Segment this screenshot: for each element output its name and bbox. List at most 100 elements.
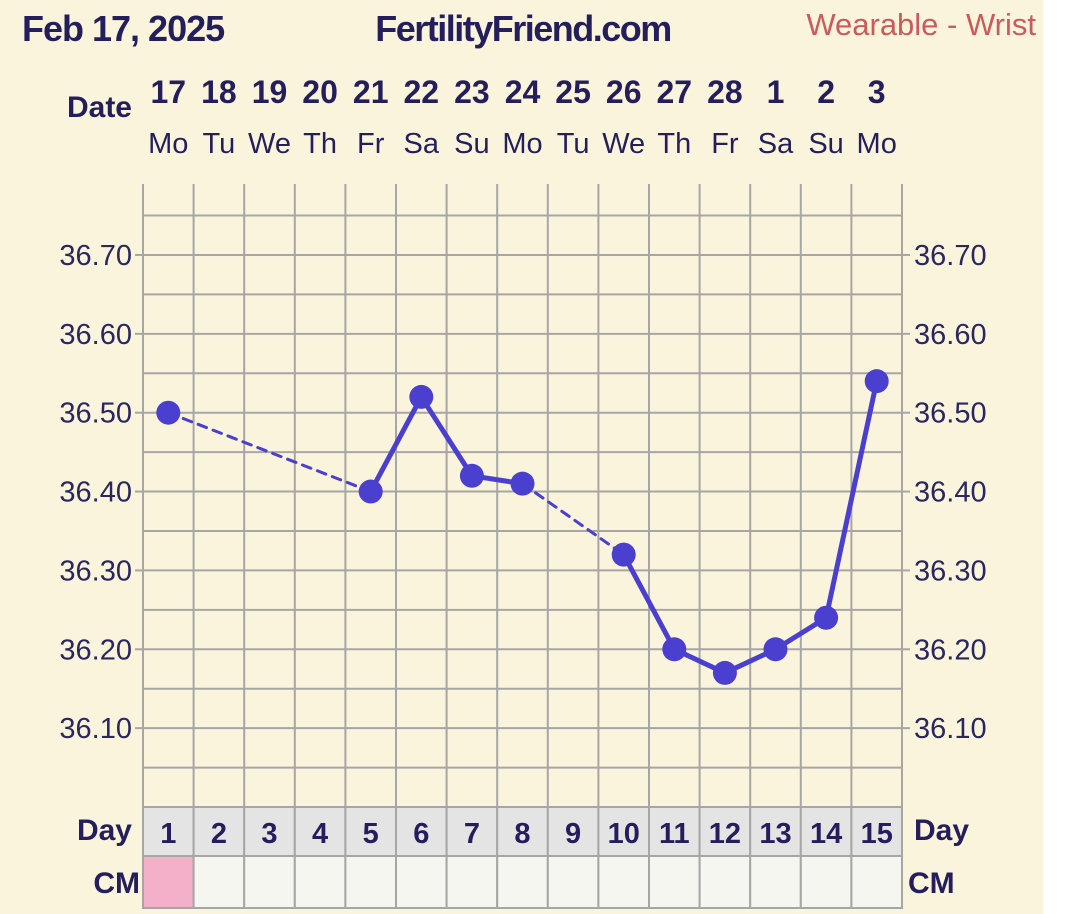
date-number: 1 <box>767 74 785 110</box>
day-cell <box>698 806 752 857</box>
chart-panel <box>0 0 1043 914</box>
day-row-label-left: Day <box>77 814 132 847</box>
weekday-label: Su <box>454 128 489 160</box>
weekday-label: Tu <box>203 128 236 160</box>
temperature-point <box>763 637 788 662</box>
cycle-day-number: 1 <box>160 818 176 850</box>
cm-cell <box>850 855 904 909</box>
y-tick-label-right: 36.30 <box>914 555 987 587</box>
temperature-point <box>510 471 535 496</box>
cm-cell <box>445 855 499 909</box>
date-row-label: Date <box>67 91 132 124</box>
cm-cell <box>395 855 448 909</box>
weekday-label: Th <box>303 128 337 160</box>
cycle-day-number: 13 <box>759 818 791 850</box>
date-number: 22 <box>404 74 440 110</box>
temperature-point <box>662 637 687 662</box>
weekday-label: Mo <box>148 128 188 160</box>
cycle-day-number: 6 <box>413 818 429 850</box>
date-number: 23 <box>454 74 490 110</box>
cm-cell <box>799 855 853 909</box>
temperature-line-dashed <box>521 482 626 557</box>
temperature-point <box>409 384 434 409</box>
date-number: 26 <box>606 74 642 110</box>
y-tick-label-right: 36.70 <box>914 240 987 272</box>
site-name: FertilityFriend.com <box>375 8 671 49</box>
cm-row-label-left: CM <box>93 867 140 900</box>
temperature-line <box>823 378 880 621</box>
temperature-line <box>368 394 424 495</box>
cycle-day-number: 12 <box>709 818 741 850</box>
temperature-line <box>621 552 677 652</box>
date-number: 25 <box>555 74 591 110</box>
date-number: 18 <box>201 74 237 110</box>
cycle-day-number: 2 <box>211 818 227 850</box>
y-tick-label-right: 36.60 <box>914 319 987 351</box>
cm-row-label-right: CM <box>908 867 955 900</box>
date-number: 27 <box>657 74 693 110</box>
date-number: 28 <box>707 74 743 110</box>
date-number: 3 <box>868 74 886 110</box>
y-tick-label-left: 36.20 <box>59 634 132 666</box>
date-number: 21 <box>353 74 389 110</box>
y-tick-label-left: 36.30 <box>59 555 132 587</box>
temperature-point <box>459 463 484 488</box>
cycle-day-number: 9 <box>565 818 581 850</box>
y-tick-label-left: 36.40 <box>59 477 132 509</box>
cm-cell-marked <box>142 855 195 909</box>
cycle-day-number: 11 <box>659 818 690 850</box>
cycle-day-number: 3 <box>261 818 277 850</box>
day-cell <box>597 806 651 857</box>
cycle-day-number: 10 <box>608 818 640 850</box>
y-tick-label-left: 36.50 <box>59 398 132 430</box>
day-cell <box>799 806 853 857</box>
weekday-label: Fr <box>357 128 385 160</box>
y-tick-label-left: 36.60 <box>59 319 132 351</box>
cm-cell <box>546 855 600 909</box>
y-tick-label-right: 36.50 <box>914 398 987 430</box>
day-cell <box>192 806 246 857</box>
chart-grid <box>135 184 910 807</box>
temperature-point <box>712 660 737 685</box>
cycle-day-number: 8 <box>514 818 530 850</box>
temperature-line-dashed <box>166 411 373 494</box>
cycle-day-number: 7 <box>464 818 480 850</box>
cm-cell <box>597 855 651 909</box>
cm-cell <box>749 855 802 909</box>
temperature-point <box>814 605 839 630</box>
date-number: 2 <box>817 74 835 110</box>
weekday-label: Th <box>657 128 691 160</box>
y-tick-label-right: 36.20 <box>914 634 987 666</box>
cm-cell <box>648 855 701 909</box>
date-number: 19 <box>252 74 288 110</box>
weekday-label: Sa <box>758 128 794 160</box>
weekday-label: Tu <box>557 128 590 160</box>
temperature-point <box>156 400 181 425</box>
y-tick-label-right: 36.40 <box>914 477 987 509</box>
weekday-label: Mo <box>502 128 542 160</box>
weekday-label: Sa <box>404 128 440 160</box>
weekday-label: We <box>602 128 645 160</box>
cm-cell <box>698 855 752 909</box>
cm-cell <box>496 855 549 909</box>
temperature-point <box>864 369 889 394</box>
day-cell <box>496 806 549 857</box>
date-number: 24 <box>505 74 541 110</box>
date-number: 17 <box>151 74 187 110</box>
weekday-label: Fr <box>711 128 739 160</box>
day-row-label-right: Day <box>914 814 969 847</box>
temperature-point <box>611 542 636 567</box>
temperature-line <box>418 394 475 479</box>
y-tick-label-left: 36.10 <box>59 713 132 745</box>
chart-date-title: Feb 17, 2025 <box>22 8 225 49</box>
day-cell <box>243 806 296 857</box>
cm-cell <box>243 855 296 909</box>
weekday-label: We <box>248 128 291 160</box>
day-cell <box>142 806 195 857</box>
temperature-axis-labels: 36.10 36.10 36.20 36.20 36.30 36.30 36.40 36.40… <box>59 240 986 745</box>
date-labels: 17 18 19 20 21 22 23 24 25 26 27 28 1 2 3Mo Tu We Th Fr Sa S… <box>148 74 897 160</box>
weekday-label: Su <box>808 128 843 160</box>
day-cell <box>850 806 904 857</box>
